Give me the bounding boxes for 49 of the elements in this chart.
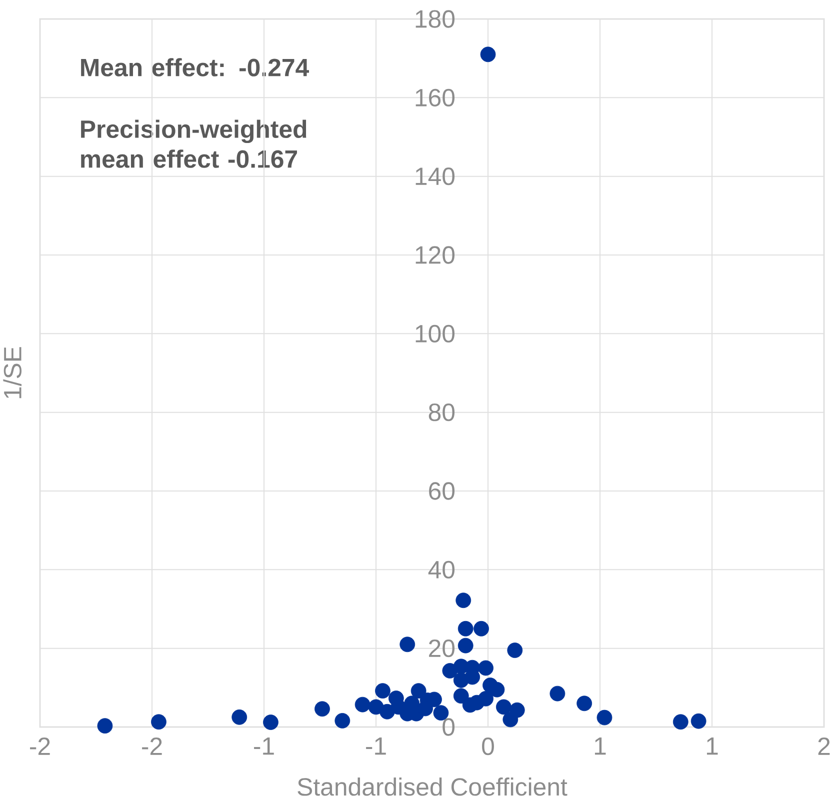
y-tick-label: 120 [416,246,455,264]
point [690,713,706,729]
point [480,46,496,62]
point [576,696,592,712]
point [458,638,474,654]
point [453,688,469,704]
y-tick-label: 20 [429,640,455,658]
x-tick-label: 2 [818,738,830,755]
point [489,682,505,698]
point [456,592,472,608]
point [400,636,416,652]
x-tick-label: -2 [30,738,50,755]
point [474,620,489,636]
point [496,699,512,715]
point [550,686,566,702]
x-tick-label: 0 [482,738,494,756]
point [478,660,494,676]
point [232,709,248,725]
x-tick-label: -1 [366,738,386,755]
x-axis-title: Standardised Coefficient [298,778,568,796]
y-tick-label: 180 [416,10,455,28]
point [509,702,525,718]
y-tick-label: 140 [416,168,455,186]
point [314,701,330,717]
point [410,683,426,699]
annotation: Mean effect: -0.274 [81,58,310,76]
y-tick-label: 60 [429,482,455,500]
point [151,714,166,730]
point [263,714,278,730]
y-tick-label: 0 [442,718,455,736]
point [478,690,494,706]
point [334,713,350,728]
x-tick-label: -2 [142,738,162,755]
point [672,714,688,730]
point [507,642,523,658]
y-tick-label: 160 [416,88,455,106]
point [354,696,370,712]
y-tick-label: 80 [428,404,455,422]
point [458,620,474,636]
point [596,710,612,726]
y-tick-label: 40 [428,560,455,578]
point [97,718,113,734]
x-tick-label: 1 [594,738,606,755]
point [375,683,390,699]
x-tick-label: 1 [706,738,718,755]
y-tick-label: 100 [416,324,455,342]
x-tick-label: -1 [254,738,274,755]
y-axis-title: 1/SE [3,347,22,398]
annotation: Precision-weighted mean effect -0.167 [81,120,306,168]
